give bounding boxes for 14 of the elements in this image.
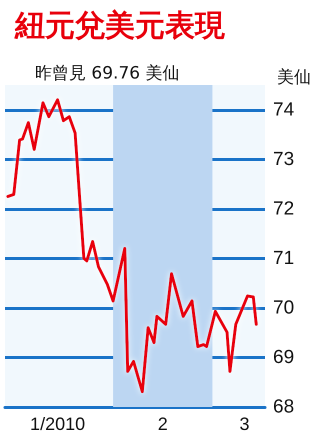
x-tick-label: 1/2010 <box>30 414 86 434</box>
y-tick-label: 71 <box>273 248 294 269</box>
line-series <box>6 98 258 394</box>
y-tick-label: 73 <box>273 148 294 170</box>
y-tick-label: 72 <box>273 198 294 220</box>
y-axis-title: 美仙 <box>277 68 311 88</box>
x-tick-label: 3 <box>240 414 250 434</box>
y-tick-label: 74 <box>273 99 295 120</box>
chart-title: 紐元兌美元表現 <box>14 8 226 44</box>
chart-subtitle: 昨曾見 69.76 美仙 <box>35 64 180 84</box>
y-tick-label: 69 <box>273 346 294 368</box>
x-tick-label: 2 <box>158 414 168 434</box>
y-tick-label: 68 <box>273 396 294 418</box>
y-tick-label: 70 <box>273 297 294 318</box>
